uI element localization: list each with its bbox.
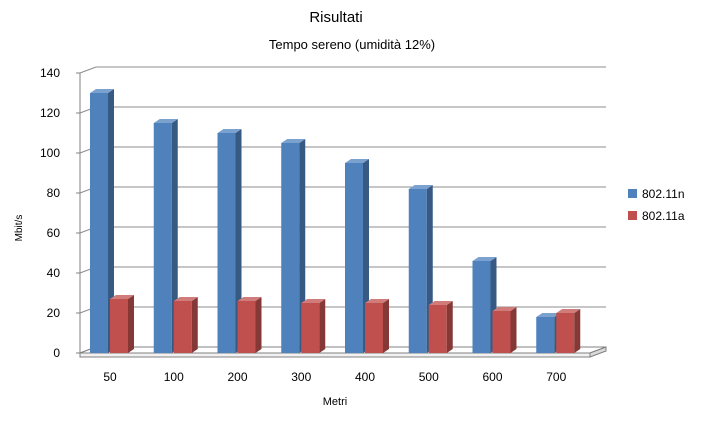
x-tick-label: 700 [546,370,566,384]
legend-swatch [628,189,637,198]
y-tick-label: 140 [40,66,60,80]
y-tick-label: 0 [53,346,60,360]
bar-top [365,299,389,303]
bar-top [301,299,326,303]
bar-802.11n-600 [472,261,491,353]
bar-side [235,129,242,353]
x-tick-label: 400 [355,370,375,384]
bar-802.11n-50 [90,93,108,353]
y-tick-label: 60 [47,226,61,240]
x-tick-label: 300 [291,370,311,384]
bar-802.11a-500 [428,305,447,353]
bar-side [255,297,262,353]
bar-802.11n-700 [536,317,555,353]
y-tick-label: 120 [40,106,60,120]
bar-side [299,139,306,353]
bar-top [110,295,134,299]
bar-802.11n-200 [217,133,236,353]
y-tick-label: 80 [47,186,61,200]
bar-802.11n-500 [408,189,427,353]
x-tick-label: 600 [482,370,502,384]
y-tick-label: 20 [47,306,61,320]
x-tick-label: 50 [103,370,117,384]
chart-subtitle: Tempo sereno (umidità 12%) [269,37,435,52]
bar-top [408,185,433,189]
bar-side [108,89,114,353]
bar-top [536,313,561,317]
bar-802.11a-600 [492,311,511,353]
bars [90,89,581,353]
legend-label: 802.11n [642,187,685,201]
x-tick-label: 200 [227,370,247,384]
legend: 802.11n 802.11a [628,187,685,223]
y-tick-label: 100 [40,146,60,160]
x-axis-label: Metri [323,396,347,408]
bar-802.11a-50 [110,299,128,353]
bar-802.11a-400 [365,303,383,353]
bar-top [90,89,114,93]
chart-title: Risultati [309,9,362,26]
legend-swatch [628,211,637,220]
bar-802.11a-300 [301,303,320,353]
bar-top [217,129,242,133]
bar-top [345,159,369,163]
bar-side [171,119,178,353]
bar-top [173,297,198,301]
bar-side [574,309,581,353]
bar-side [446,301,453,353]
bar-top [556,309,581,313]
bar-802.11a-100 [173,301,192,353]
bar-802.11a-700 [556,313,575,353]
legend-label: 802.11a [642,209,685,223]
bar-side [319,299,326,353]
x-tick-label: 100 [164,370,184,384]
bar-side [191,297,198,353]
bar-802.11n-300 [281,143,300,353]
bar-top [153,119,178,123]
y-tick-label: 40 [47,266,61,280]
bar-802.11n-400 [345,163,363,353]
bar-802.11a-200 [237,301,256,353]
floor-front [79,352,591,358]
bar-802.11n-100 [153,123,172,353]
floor-side [589,346,607,358]
bar-top [428,301,453,305]
bar-side [383,299,389,353]
bar-side [510,307,517,353]
bar-top [237,297,262,301]
y-axis-label: Mbit/s [14,215,25,242]
tick-labels: 0 20 40 60 80 100 120 140 50 100 200 300 400 500 600 70… [40,66,567,384]
bar-side [128,295,134,353]
bar-top [472,257,497,261]
bar-top [492,307,517,311]
x-tick-label: 500 [419,370,439,384]
bar-top [281,139,306,143]
gridline-side [79,66,97,74]
